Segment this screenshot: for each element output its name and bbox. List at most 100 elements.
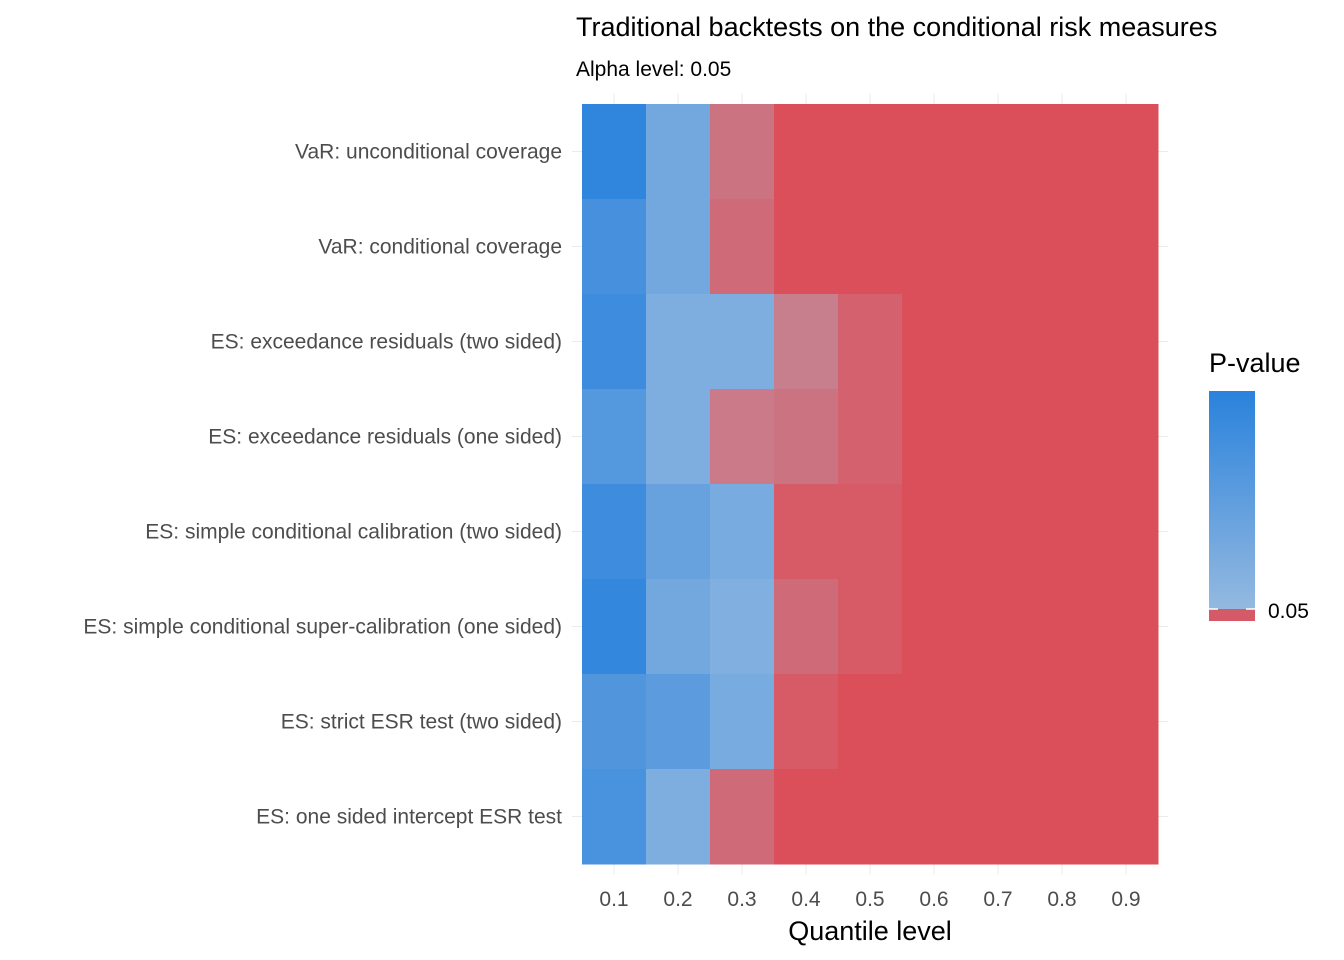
- heatmap-cell: [1094, 389, 1159, 485]
- heatmap-cell: [710, 104, 775, 200]
- heatmap-cell: [774, 769, 839, 865]
- heatmap-cell: [646, 484, 711, 580]
- heatmap-cell: [710, 294, 775, 390]
- heatmap-cell: [582, 104, 647, 200]
- heatmap-cell: [1030, 294, 1095, 390]
- heatmap-cell: [1030, 674, 1095, 770]
- y-tick-label: ES: exceedance residuals (one sided): [208, 426, 562, 449]
- heatmap-cell: [966, 579, 1031, 675]
- heatmap-cell: [1030, 769, 1095, 865]
- heatmap-cell: [582, 674, 647, 770]
- heatmap-cell: [710, 674, 775, 770]
- heatmap-cell: [966, 484, 1031, 580]
- heatmap-cell: [646, 104, 711, 200]
- heatmap-cell: [1030, 579, 1095, 675]
- x-tick-labels: 0.1 0.2 0.3 0.4 0.5 0.6 0.7 0.8 0.9: [599, 888, 1140, 911]
- heatmap-cell: [838, 199, 903, 295]
- y-tick-label: ES: one sided intercept ESR test: [256, 806, 562, 829]
- heatmap-cell: [646, 579, 711, 675]
- heatmap-cell: [1094, 674, 1159, 770]
- heatmap-cell: [646, 294, 711, 390]
- heatmap-cell: [774, 199, 839, 295]
- heatmap-cell: [1094, 294, 1159, 390]
- heatmap-cell: [1094, 104, 1159, 200]
- heatmap-cell: [966, 674, 1031, 770]
- heatmap-cell: [902, 484, 967, 580]
- x-axis-label: Quantile level: [788, 916, 952, 946]
- heatmap-cell: [646, 199, 711, 295]
- heatmap-cell: [774, 484, 839, 580]
- x-tick-label: 0.2: [663, 888, 692, 911]
- y-tick-label: ES: simple conditional calibration (two …: [145, 521, 562, 544]
- heatmap-cell: [774, 104, 839, 200]
- heatmap-cell: [710, 199, 775, 295]
- heatmap-cell: [646, 389, 711, 485]
- heatmap-cell: [1030, 199, 1095, 295]
- chart-title: Traditional backtests on the conditional…: [576, 12, 1217, 42]
- heatmap-cell: [1030, 104, 1095, 200]
- heatmap-cell: [966, 769, 1031, 865]
- legend-colorbar-red: [1209, 609, 1255, 621]
- heatmap-cell: [966, 294, 1031, 390]
- heatmap-cell: [902, 389, 967, 485]
- heatmap-cell: [710, 484, 775, 580]
- heatmap-cell: [710, 769, 775, 865]
- x-tick-label: 0.9: [1111, 888, 1140, 911]
- legend-tick-label: 0.05: [1268, 600, 1309, 623]
- heatmap-cell: [1030, 389, 1095, 485]
- x-tick-label: 0.4: [791, 888, 821, 911]
- heatmap-cell: [838, 674, 903, 770]
- heatmap-cell: [1094, 484, 1159, 580]
- heatmap-cell: [902, 294, 967, 390]
- heatmap-cell: [774, 579, 839, 675]
- heatmap-cell: [1094, 579, 1159, 675]
- y-tick-label: ES: exceedance residuals (two sided): [211, 331, 562, 354]
- y-tick-labels: VaR: unconditional coverage VaR: conditio…: [83, 141, 562, 829]
- y-tick-label: ES: simple conditional super-calibration…: [83, 616, 562, 639]
- heatmap-cell: [902, 579, 967, 675]
- heatmap-cell: [902, 104, 967, 200]
- legend-colorbar-blue: [1209, 391, 1255, 609]
- heatmap-cell: [1094, 199, 1159, 295]
- heatmap-cell: [646, 674, 711, 770]
- heatmap-cell: [710, 579, 775, 675]
- x-tick-label: 0.8: [1047, 888, 1076, 911]
- heatmap-cell: [774, 294, 839, 390]
- heatmap-cell: [838, 579, 903, 675]
- heatmap-cell: [902, 769, 967, 865]
- y-tick-label: VaR: conditional coverage: [318, 236, 562, 259]
- legend: P-value 0.05: [1209, 348, 1309, 623]
- y-tick-label: VaR: unconditional coverage: [295, 141, 562, 164]
- x-tick-label: 0.7: [983, 888, 1012, 911]
- heatmap-cell: [966, 389, 1031, 485]
- heatmap-cell: [966, 104, 1031, 200]
- heatmap-cell: [1094, 769, 1159, 865]
- heatmap-cell: [838, 484, 903, 580]
- heatmap-cell: [710, 389, 775, 485]
- x-tick-label: 0.5: [855, 888, 884, 911]
- heatmap-cell: [838, 389, 903, 485]
- heatmap-cell: [966, 199, 1031, 295]
- heatmap-cell: [582, 484, 647, 580]
- chart-subtitle: Alpha level: 0.05: [576, 58, 731, 81]
- heatmap-cell: [582, 579, 647, 675]
- heatmap-cell: [582, 769, 647, 865]
- heatmap-cell: [646, 769, 711, 865]
- heatmap-cell: [582, 294, 647, 390]
- heatmap-cell: [1030, 484, 1095, 580]
- x-tick-label: 0.1: [599, 888, 628, 911]
- y-tick-label: ES: strict ESR test (two sided): [281, 711, 562, 734]
- heatmap-cell: [838, 769, 903, 865]
- heatmap-cell: [838, 294, 903, 390]
- legend-title: P-value: [1209, 348, 1301, 378]
- heatmap-cell: [838, 104, 903, 200]
- heatmap-cell: [582, 199, 647, 295]
- heatmap-cell: [582, 389, 647, 485]
- x-tick-label: 0.3: [727, 888, 756, 911]
- x-tick-label: 0.6: [919, 888, 948, 911]
- heatmap-cell: [774, 389, 839, 485]
- heatmap-cells: [582, 104, 1159, 865]
- heatmap-cell: [774, 674, 839, 770]
